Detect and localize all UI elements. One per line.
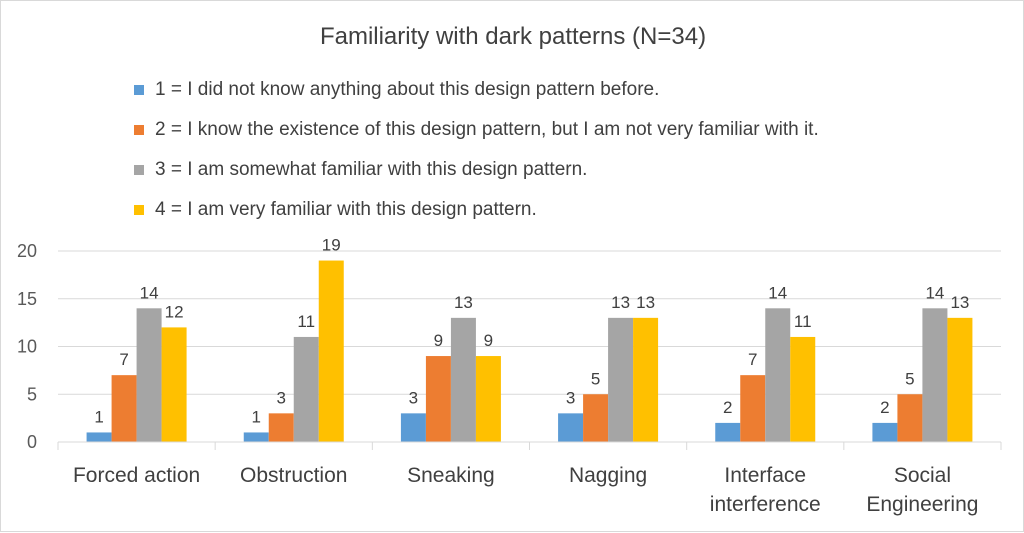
data-label: 3 <box>566 388 575 407</box>
legend-label: 1 = I did not know anything about this d… <box>155 79 660 100</box>
data-label: 12 <box>165 302 184 321</box>
legend-item: 3 = I am somewhat familiar with this des… <box>134 157 819 197</box>
data-label: 14 <box>925 283 944 302</box>
data-label: 2 <box>880 398 889 417</box>
legend-item: 2 = I know the existence of this design … <box>134 117 819 157</box>
data-label: 13 <box>611 293 630 312</box>
bar <box>86 432 112 442</box>
x-tick-label: Engineering <box>866 493 978 516</box>
bar <box>136 308 162 442</box>
bar <box>633 317 659 442</box>
data-label: 9 <box>434 331 443 350</box>
bar <box>715 422 741 442</box>
data-label: 7 <box>119 350 128 369</box>
legend-label: 2 = I know the existence of this design … <box>155 119 819 140</box>
bar <box>475 356 501 442</box>
data-label: 5 <box>905 369 914 388</box>
bar <box>765 308 791 442</box>
x-tick-label: Sneaking <box>407 464 495 487</box>
x-tick-label: interference <box>710 493 821 516</box>
bar <box>790 336 816 442</box>
bar <box>293 336 319 442</box>
legend: 1 = I did not know anything about this d… <box>134 77 819 237</box>
bar <box>583 394 609 442</box>
data-label: 14 <box>140 283 159 302</box>
bar <box>450 317 476 442</box>
legend-label: 4 = I am very familiar with this design … <box>155 199 537 220</box>
data-label: 1 <box>94 407 103 426</box>
data-label: 11 <box>794 312 812 331</box>
bar <box>425 356 451 442</box>
bar <box>608 317 634 442</box>
data-label: 13 <box>950 293 969 312</box>
data-label: 9 <box>484 331 493 350</box>
data-label: 2 <box>723 398 732 417</box>
bar <box>897 394 923 442</box>
x-tick-label: Interface <box>724 464 806 487</box>
x-tick-label: Nagging <box>569 464 647 487</box>
bar <box>400 413 426 442</box>
data-label: 14 <box>768 283 787 302</box>
y-tick-label: 5 <box>27 384 37 404</box>
legend-item: 4 = I am very familiar with this design … <box>134 197 819 237</box>
legend-label: 3 = I am somewhat familiar with this des… <box>155 159 588 180</box>
data-label: 3 <box>409 388 418 407</box>
y-tick-label: 20 <box>17 241 37 261</box>
legend-item: 1 = I did not know anything about this d… <box>134 77 819 117</box>
x-tick-label: Forced action <box>73 464 200 487</box>
bar <box>318 260 344 442</box>
chart-title: Familiarity with dark patterns (N=34) <box>319 23 707 50</box>
bar <box>558 413 584 442</box>
data-label: 19 <box>322 236 341 255</box>
bar <box>947 317 973 442</box>
bar <box>922 308 948 442</box>
legend-swatch <box>134 205 144 215</box>
y-tick-label: 0 <box>27 432 37 452</box>
bar <box>268 413 294 442</box>
data-label: 5 <box>591 369 600 388</box>
legend-swatch <box>134 85 144 95</box>
data-label: 11 <box>297 312 315 331</box>
data-label: 7 <box>748 350 757 369</box>
bar <box>161 327 187 442</box>
y-tick-label: 10 <box>17 337 37 357</box>
x-tick-label: Social <box>894 464 951 487</box>
bar <box>872 422 898 442</box>
bar <box>111 375 137 442</box>
legend-swatch <box>134 125 144 135</box>
data-label: 13 <box>454 293 473 312</box>
data-label: 1 <box>252 407 261 426</box>
bar <box>740 375 766 442</box>
data-label: 13 <box>636 293 655 312</box>
data-label: 3 <box>277 388 286 407</box>
bar <box>243 432 269 442</box>
legend-swatch <box>134 165 144 175</box>
y-tick-label: 15 <box>17 289 37 309</box>
x-tick-label: Obstruction <box>240 464 347 487</box>
